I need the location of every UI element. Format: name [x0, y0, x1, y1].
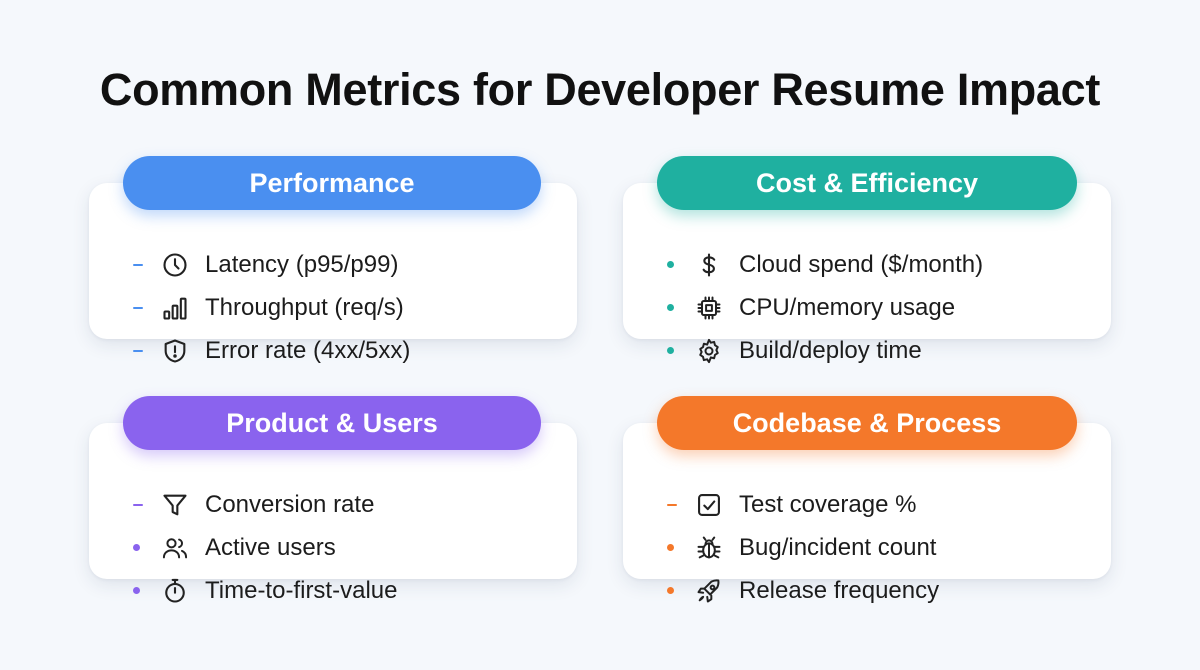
codebase-process-heading: Codebase & Process	[657, 396, 1077, 450]
funnel-icon	[161, 491, 189, 519]
dash-bullet	[667, 503, 677, 506]
list-item: Conversion rate	[89, 483, 577, 526]
cpu-chip-icon	[695, 294, 723, 322]
item-label: Active users	[205, 533, 336, 561]
dash-bullet	[133, 349, 143, 352]
list-item: CPU/memory usage	[623, 286, 1111, 329]
list-item: Throughput (req/s)	[89, 286, 577, 329]
gear-icon	[695, 337, 723, 365]
list-item: Test coverage %	[623, 483, 1111, 526]
list-item: Error rate (4xx/5xx)	[89, 329, 577, 372]
dash-bullet	[133, 306, 143, 309]
item-label: Build/deploy time	[739, 336, 922, 364]
item-label: Latency (p95/p99)	[205, 250, 399, 278]
item-label: Release frequency	[739, 576, 940, 604]
rocket-icon	[695, 577, 723, 605]
list-item: Bug/incident count	[623, 526, 1111, 569]
bug-icon	[695, 534, 723, 562]
item-label: Conversion rate	[205, 490, 375, 518]
bar-chart-icon	[161, 294, 189, 322]
dash-bullet	[133, 503, 143, 506]
performance-heading: Performance	[123, 156, 541, 210]
item-label: Throughput (req/s)	[205, 293, 404, 321]
dash-bullet	[133, 263, 143, 266]
item-label: Test coverage %	[739, 490, 917, 518]
item-label: Bug/incident count	[739, 533, 937, 561]
users-icon	[161, 534, 189, 562]
dot-bullet	[667, 544, 674, 551]
checkbox-icon	[695, 491, 723, 519]
cost-efficiency-heading: Cost & Efficiency	[657, 156, 1077, 210]
shield-alert-icon	[161, 337, 189, 365]
dot-bullet	[667, 304, 674, 311]
item-label: Time-to-first-value	[205, 576, 398, 604]
product-users-heading: Product & Users	[123, 396, 541, 450]
item-label: CPU/memory usage	[739, 293, 956, 321]
stopwatch-icon	[161, 577, 189, 605]
page-title: Common Metrics for Developer Resume Impa…	[99, 64, 1101, 115]
dot-bullet	[667, 347, 674, 354]
item-label: Error rate (4xx/5xx)	[205, 336, 411, 364]
item-label: Cloud spend ($/month)	[739, 250, 984, 278]
list-item: Release frequency	[623, 569, 1111, 612]
dot-bullet	[133, 544, 140, 551]
dot-bullet	[133, 587, 140, 594]
dot-bullet	[667, 261, 674, 268]
list-item: Build/deploy time	[623, 329, 1111, 372]
list-item: Latency (p95/p99)	[89, 243, 577, 286]
dot-bullet	[667, 587, 674, 594]
list-item: Active users	[89, 526, 577, 569]
clock-icon	[161, 251, 189, 279]
dollar-icon	[695, 251, 723, 279]
list-item: Cloud spend ($/month)	[623, 243, 1111, 286]
list-item: Time-to-first-value	[89, 569, 577, 612]
